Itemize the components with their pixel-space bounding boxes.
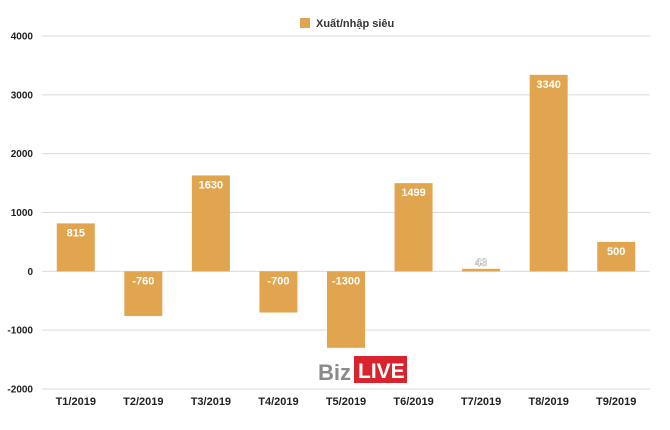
- bar: [56, 223, 95, 272]
- data-labels: 815 -760 1630 -700 -1300 1499 43 3340 500: [67, 79, 626, 288]
- x-category-label: T5/2019: [326, 396, 366, 408]
- y-tick-label: 0: [27, 267, 33, 278]
- data-label: -760: [132, 275, 154, 287]
- bar: [124, 271, 163, 317]
- legend: Xuất/nhập siêu: [300, 18, 394, 30]
- x-category-label: T9/2019: [596, 396, 636, 408]
- x-axis-categories: T1/2019 T2/2019 T3/2019 T4/2019 T5/2019 T6/20…: [56, 396, 637, 408]
- y-tick-label: 1000: [11, 208, 34, 219]
- data-label: 1499: [401, 187, 425, 199]
- watermark-live-box: [354, 356, 407, 383]
- watermark-live-text: LIVE: [358, 360, 405, 383]
- data-label: 500: [607, 246, 625, 258]
- y-tick-label: -2000: [7, 385, 33, 396]
- data-label: 43: [475, 257, 487, 269]
- y-tick-label: 3000: [11, 90, 34, 101]
- x-category-label: T3/2019: [191, 396, 231, 408]
- watermark-biz-text: Biz: [318, 360, 351, 385]
- legend-label: Xuất/nhập siêu: [316, 18, 394, 30]
- x-category-label: T4/2019: [258, 396, 298, 408]
- bar: [597, 241, 636, 272]
- x-category-label: T8/2019: [528, 396, 568, 408]
- y-tick-label: 4000: [11, 32, 34, 43]
- bar: [259, 271, 298, 313]
- legend-swatch: [300, 18, 310, 28]
- y-tick-label: 2000: [11, 149, 34, 160]
- data-label: -1300: [332, 275, 360, 287]
- data-label: 1630: [199, 179, 223, 191]
- bar: [462, 268, 501, 272]
- data-label: 815: [67, 227, 85, 239]
- x-category-label: T1/2019: [56, 396, 96, 408]
- y-tick-label: -1000: [7, 326, 33, 337]
- bar: [529, 74, 568, 272]
- bar: [394, 183, 433, 272]
- bars: [56, 74, 636, 348]
- data-label: 3340: [536, 79, 560, 91]
- bizlive-watermark-logo: Biz LIVE: [318, 356, 407, 385]
- x-category-label: T2/2019: [123, 396, 163, 408]
- x-category-label: T7/2019: [461, 396, 501, 408]
- bar: [327, 271, 365, 348]
- x-category-label: T6/2019: [393, 396, 433, 408]
- data-label: -700: [267, 275, 289, 287]
- bar: [191, 175, 230, 272]
- y-axis-ticks: -2000 -1000 0 1000 2000 3000 4000: [7, 32, 33, 396]
